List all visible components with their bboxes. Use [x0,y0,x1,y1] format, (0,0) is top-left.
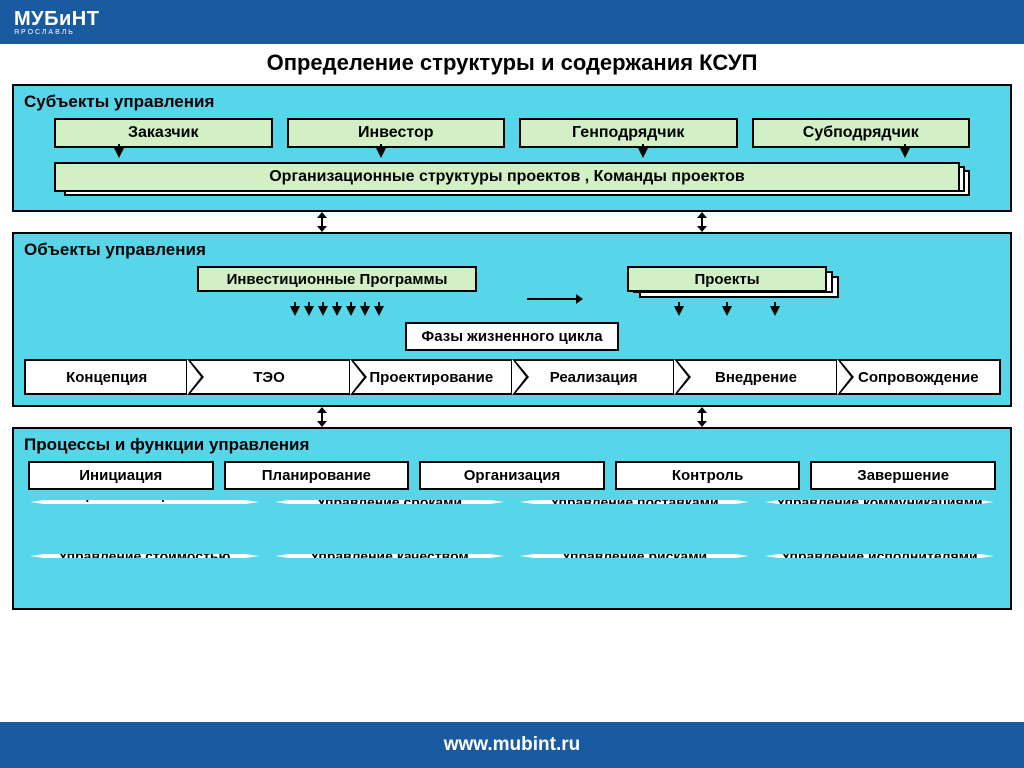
logo-text: МУБиНТ [14,8,99,31]
arrow-down-icon [304,306,314,316]
function-label: Управление целями и составом работ [30,500,259,504]
arrow-down-icon [638,148,648,158]
phases-label: Фазы жизненного цикла [405,322,618,351]
function-hex: Управление рисками [518,552,751,598]
org-box: Организационные структуры проектов , Ком… [54,162,960,192]
function-hex: Управление сроками [273,498,506,544]
top-bar: МУБиНТ ЯРОСЛАВЛЬ [0,0,1024,44]
slide: МУБиНТ ЯРОСЛАВЛЬ Определение структуры и… [0,0,1024,768]
content-area: Определение структуры и содержания КСУП … [0,44,1024,722]
programs-projects-row: Инвестиционные Программы [24,266,1000,320]
function-label: Управление сроками [275,500,504,504]
arrow-down-icon [376,148,386,158]
projects-box: Проекты [627,266,827,292]
functions-row-1: Управление целями и составом работ Управ… [24,498,1000,544]
process-box: Организация [419,461,605,490]
programs-stack: Инвестиционные Программы [197,266,477,302]
org-stack: Организационные структуры проектов , Ком… [54,162,970,200]
process-box: Инициация [28,461,214,490]
phase-chevron: Реализация [511,359,674,395]
footer-bar: www.mubint.ru [0,722,1024,768]
objects-panel: Объекты управления Инвестиционные Програ… [12,232,1012,407]
arrow-down-icon [674,306,684,316]
arrow-down-icon [722,306,732,316]
process-box: Завершение [810,461,996,490]
functions-row-2: Управление стоимостью Управление качеств… [24,552,1000,598]
phase-chevron: Проектирование [349,359,512,395]
arrow-down-icon [114,148,124,158]
arrow-down-icon [332,306,342,316]
actor-box: Генподрядчик [519,118,738,148]
arrows-to-org [24,148,1000,162]
function-hex: Управление поставками [518,498,751,544]
projects-col: Проекты [627,266,827,320]
phase-chevron: Концепция [24,359,187,395]
projects-stack: Проекты [627,266,827,302]
function-hex: Управление качеством [273,552,506,598]
function-label: Управление исполнителями [765,554,994,558]
programs-box: Инвестиционные Программы [197,266,477,292]
phase-chevron: Внедрение [673,359,836,395]
programs-col: Инвестиционные Программы [197,266,477,320]
arrow-right-icon [527,298,577,300]
arrow-down-icon [290,306,300,316]
footer-url: www.mubint.ru [444,734,581,756]
arrow-down-icon [360,306,370,316]
arrow-down-icon [770,306,780,316]
logo-block: МУБиНТ ЯРОСЛАВЛЬ [14,8,99,36]
arrow-down-icon [900,148,910,158]
phase-chevron: Сопровождение [836,359,1001,395]
function-label: Управление качеством [275,554,504,558]
arrow-down-icon [374,306,384,316]
double-arrow-icon [321,216,323,228]
function-hex: Управление исполнителями [763,552,996,598]
actors-row: Заказчик Инвестор Генподрядчик Субподряд… [24,118,1000,148]
processes-panel: Процессы и функции управления Инициация … [12,427,1012,610]
project-arrows [627,306,827,320]
phases-chevrons: Концепция ТЭО Проектирование Реализация … [24,359,1000,395]
function-hex: Управление коммуникациями [763,498,996,544]
connector-1-2 [12,216,1012,228]
function-label: Управление рисками [520,554,749,558]
function-label: Управление поставками [520,500,749,504]
arrow-down-icon [318,306,328,316]
page-title: Определение структуры и содержания КСУП [12,50,1012,76]
subjects-panel: Субъекты управления Заказчик Инвестор Ге… [12,84,1012,212]
function-label: Управление стоимостью [30,554,259,558]
program-arrows [197,306,477,320]
actor-box: Инвестор [287,118,506,148]
arrow-down-icon [346,306,356,316]
double-arrow-icon [701,216,703,228]
function-hex: Управление стоимостью [28,552,261,598]
actor-box: Заказчик [54,118,273,148]
connector-2-3 [12,411,1012,423]
phase-chevron: ТЭО [186,359,349,395]
function-hex: Управление целями и составом работ [28,498,261,544]
double-arrow-icon [701,411,703,423]
actor-box: Субподрядчик [752,118,971,148]
objects-title: Объекты управления [24,240,1000,260]
process-box: Планирование [224,461,410,490]
processes-title: Процессы и функции управления [24,435,1000,455]
process-box: Контроль [615,461,801,490]
processes-row: Инициация Планирование Организация Контр… [24,461,1000,490]
subjects-title: Субъекты управления [24,92,1000,112]
double-arrow-icon [321,411,323,423]
function-label: Управление коммуникациями [765,500,994,504]
